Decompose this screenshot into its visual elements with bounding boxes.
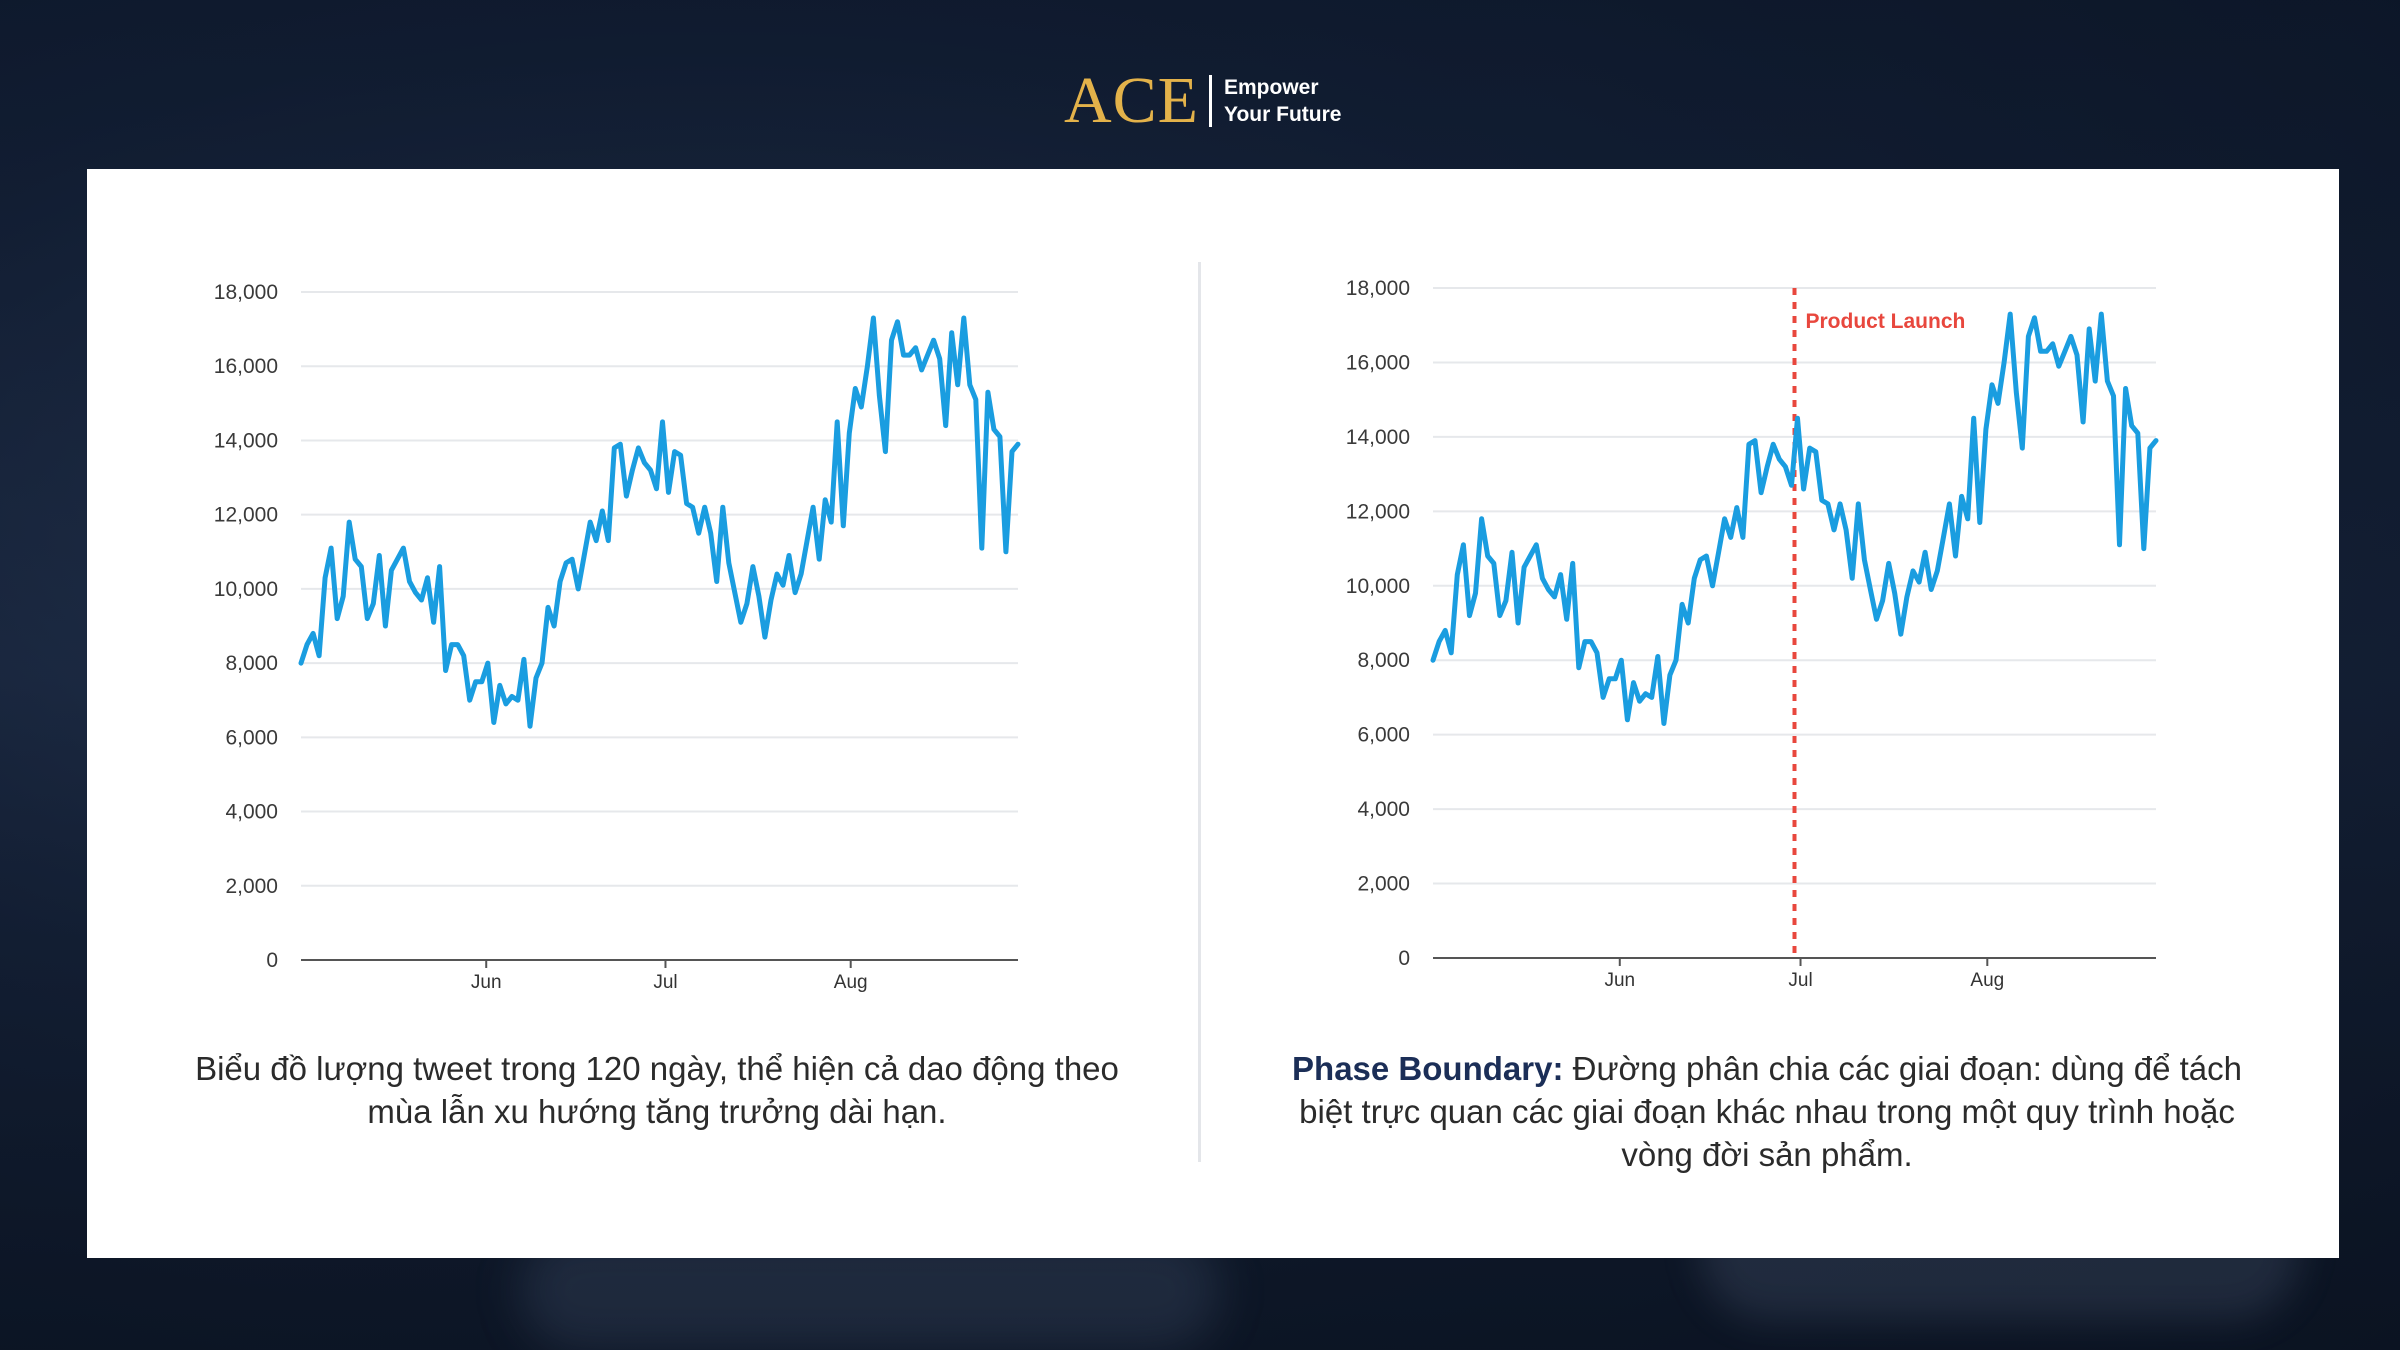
- panel-divider: [1198, 262, 1201, 1162]
- y-tick-label: 10,000: [214, 578, 278, 601]
- y-tick-label: 0: [1398, 947, 1410, 970]
- y-tick-label: 8,000: [225, 652, 278, 675]
- logo-tagline: Empower Your Future: [1224, 74, 1341, 128]
- logo-divider: [1209, 75, 1212, 127]
- series-line: [298, 315, 1021, 729]
- phase-boundary-chart: 0 2,000 4,000 6,000 8,000 10,000 12,000 14,000 1…: [1346, 277, 2159, 991]
- y-tick-label: 6,000: [225, 726, 278, 749]
- x-tick-label: Jun: [471, 972, 502, 993]
- brand-logo: ACE Empower Your Future: [1064, 66, 1341, 136]
- left-caption: Biểu đồ lượng tweet trong 120 ngày, thể …: [195, 1050, 1119, 1130]
- tagline-line1: Empower: [1224, 76, 1319, 99]
- x-tick-label: Jun: [1604, 970, 1635, 991]
- x-tick-label: Jul: [653, 972, 677, 993]
- y-tick-label: 4,000: [1357, 798, 1410, 821]
- phase-boundary-label: Product Launch: [1806, 310, 1966, 333]
- x-tick-label: Aug: [834, 972, 868, 993]
- y-tick-label: 8,000: [1357, 649, 1410, 672]
- caption-term: Phase Boundary:: [1292, 1050, 1564, 1087]
- y-tick-label: 2,000: [225, 875, 278, 898]
- y-tick-label: 12,000: [1346, 500, 1410, 523]
- y-tick-label: 4,000: [225, 801, 278, 824]
- tweet-volume-chart: 0 2,000 4,000 6,000 8,000 10,000 12,000 14,000 1…: [214, 281, 1021, 993]
- y-tick-label: 14,000: [1346, 426, 1410, 449]
- y-tick-label: 6,000: [1357, 724, 1410, 747]
- y-tick-label: 16,000: [214, 355, 278, 378]
- y-tick-label: 18,000: [214, 281, 278, 304]
- x-tick-label: Aug: [1970, 970, 2004, 991]
- y-tick-label: 0: [266, 949, 278, 972]
- right-caption: Phase Boundary: Đường phân chia các giai…: [1267, 1047, 2267, 1176]
- x-tick-label: Jul: [1788, 970, 1812, 991]
- y-tick-label: 18,000: [1346, 277, 1410, 300]
- y-tick-label: 10,000: [1346, 575, 1410, 598]
- logo-wordmark: ACE: [1064, 64, 1199, 137]
- y-tick-label: 16,000: [1346, 351, 1410, 374]
- y-tick-label: 14,000: [214, 429, 278, 452]
- tagline-line2: Your Future: [1224, 103, 1342, 126]
- y-tick-label: 2,000: [1357, 873, 1410, 896]
- caption-text: Đường phân chia các giai đoạn: dùng để t…: [1299, 1050, 2242, 1173]
- y-tick-label: 12,000: [214, 504, 278, 527]
- content-card: 0 2,000 4,000 6,000 8,000 10,000 12,000 14,000 1…: [87, 169, 2339, 1258]
- series-line: [1430, 311, 2159, 726]
